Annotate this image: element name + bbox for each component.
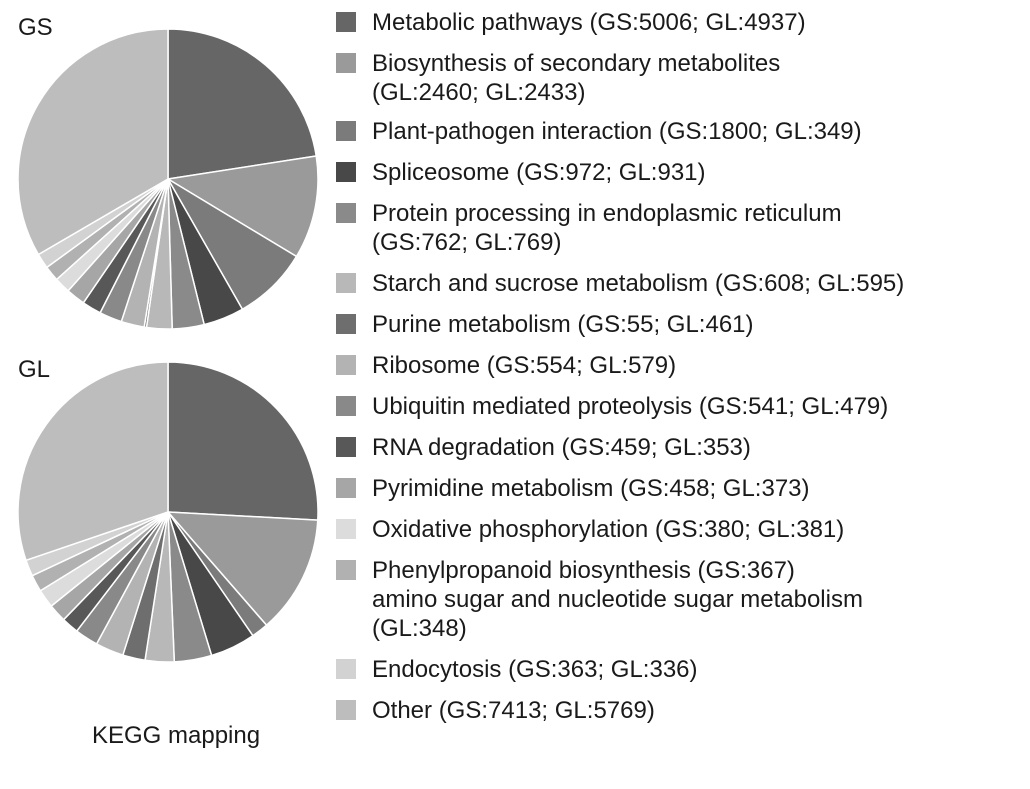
legend-swatch (336, 396, 356, 416)
legend-label: Phenylpropanoid biosynthesis (GS:367) am… (372, 557, 863, 642)
legend-item: Biosynthesis of secondary metabolites (G… (336, 49, 1026, 107)
legend-item: Protein processing in endoplasmic reticu… (336, 199, 1026, 257)
legend-swatch (336, 355, 356, 375)
legend: Metabolic pathways (GS:5006; GL:4937) Bio… (336, 8, 1026, 737)
legend-swatch (336, 478, 356, 498)
legend-item: Oxidative phosphorylation (GS:380; GL:38… (336, 515, 1026, 544)
legend-swatch (336, 659, 356, 679)
legend-label: Pyrimidine metabolism (GS:458; GL:373) (372, 475, 810, 502)
legend-label: Plant-pathogen interaction (GS:1800; GL:… (372, 118, 862, 145)
legend-item: Endocytosis (GS:363; GL:336) (336, 655, 1026, 684)
pie-gs-slice (167, 155, 319, 258)
pie-gl-slice (167, 511, 319, 626)
pie-chart-gl (17, 361, 319, 663)
legend-swatch (336, 437, 356, 457)
legend-label: Other (GS:7413; GL:5769) (372, 697, 655, 724)
legend-item: Purine metabolism (GS:55; GL:461) (336, 310, 1026, 339)
chart-caption: KEGG mapping (92, 722, 261, 749)
legend-item: Starch and sucrose metabolism (GS:608; G… (336, 269, 1026, 298)
legend-swatch (336, 203, 356, 223)
legend-swatch (336, 121, 356, 141)
legend-item: Ubiquitin mediated proteolysis (GS:541; … (336, 392, 1026, 421)
legend-item: Spliceosome (GS:972; GL:931) (336, 158, 1026, 187)
legend-label: Purine metabolism (GS:55; GL:461) (372, 311, 754, 338)
legend-swatch (336, 53, 356, 73)
legend-swatch (336, 700, 356, 720)
legend-item: Metabolic pathways (GS:5006; GL:4937) (336, 8, 1026, 37)
legend-swatch (336, 162, 356, 182)
legend-label: Starch and sucrose metabolism (GS:608; G… (372, 270, 905, 297)
legend-label: Ribosome (GS:554; GL:579) (372, 352, 677, 379)
legend-swatch (336, 519, 356, 539)
legend-label: Spliceosome (GS:972; GL:931) (372, 159, 706, 186)
legend-item: Pyrimidine metabolism (GS:458; GL:373) (336, 474, 1026, 503)
pie-gl-slice (17, 361, 169, 562)
pie-gs-slice (167, 28, 317, 180)
legend-label: Endocytosis (GS:363; GL:336) (372, 656, 698, 683)
legend-item: Plant-pathogen interaction (GS:1800; GL:… (336, 117, 1026, 146)
legend-item: Phenylpropanoid biosynthesis (GS:367) am… (336, 556, 1026, 643)
legend-label: RNA degradation (GS:459; GL:353) (372, 434, 751, 461)
pie-gl-slice (167, 361, 319, 521)
pie-chart-gs (17, 28, 319, 330)
legend-label: Biosynthesis of secondary metabolites (G… (372, 50, 781, 106)
pie-gs-slice (17, 28, 169, 256)
legend-item: Other (GS:7413; GL:5769) (336, 696, 1026, 725)
legend-swatch (336, 12, 356, 32)
legend-item: RNA degradation (GS:459; GL:353) (336, 433, 1026, 462)
legend-swatch (336, 560, 356, 580)
legend-label: Ubiquitin mediated proteolysis (GS:541; … (372, 393, 889, 420)
legend-item: Ribosome (GS:554; GL:579) (336, 351, 1026, 380)
legend-label: Oxidative phosphorylation (GS:380; GL:38… (372, 516, 845, 543)
legend-swatch (336, 273, 356, 293)
legend-label: Protein processing in endoplasmic reticu… (372, 200, 842, 256)
legend-swatch (336, 314, 356, 334)
pie-label-gs: GS (18, 14, 53, 41)
pie-label-gl: GL (18, 356, 51, 383)
legend-label: Metabolic pathways (GS:5006; GL:4937) (372, 9, 806, 36)
